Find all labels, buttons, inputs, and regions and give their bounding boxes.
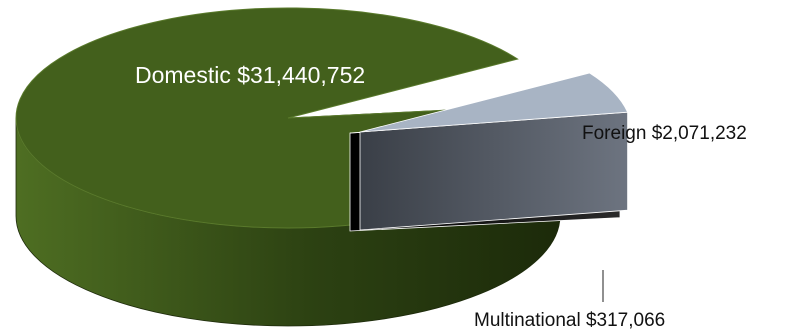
label-domestic: Domestic $31,440,752 [135,62,365,88]
label-foreign: Foreign $2,071,232 [582,123,747,144]
label-multinational: Multinational $317,066 [474,310,665,331]
slice-foreign-group [359,72,629,231]
slice-foreign [359,72,629,133]
